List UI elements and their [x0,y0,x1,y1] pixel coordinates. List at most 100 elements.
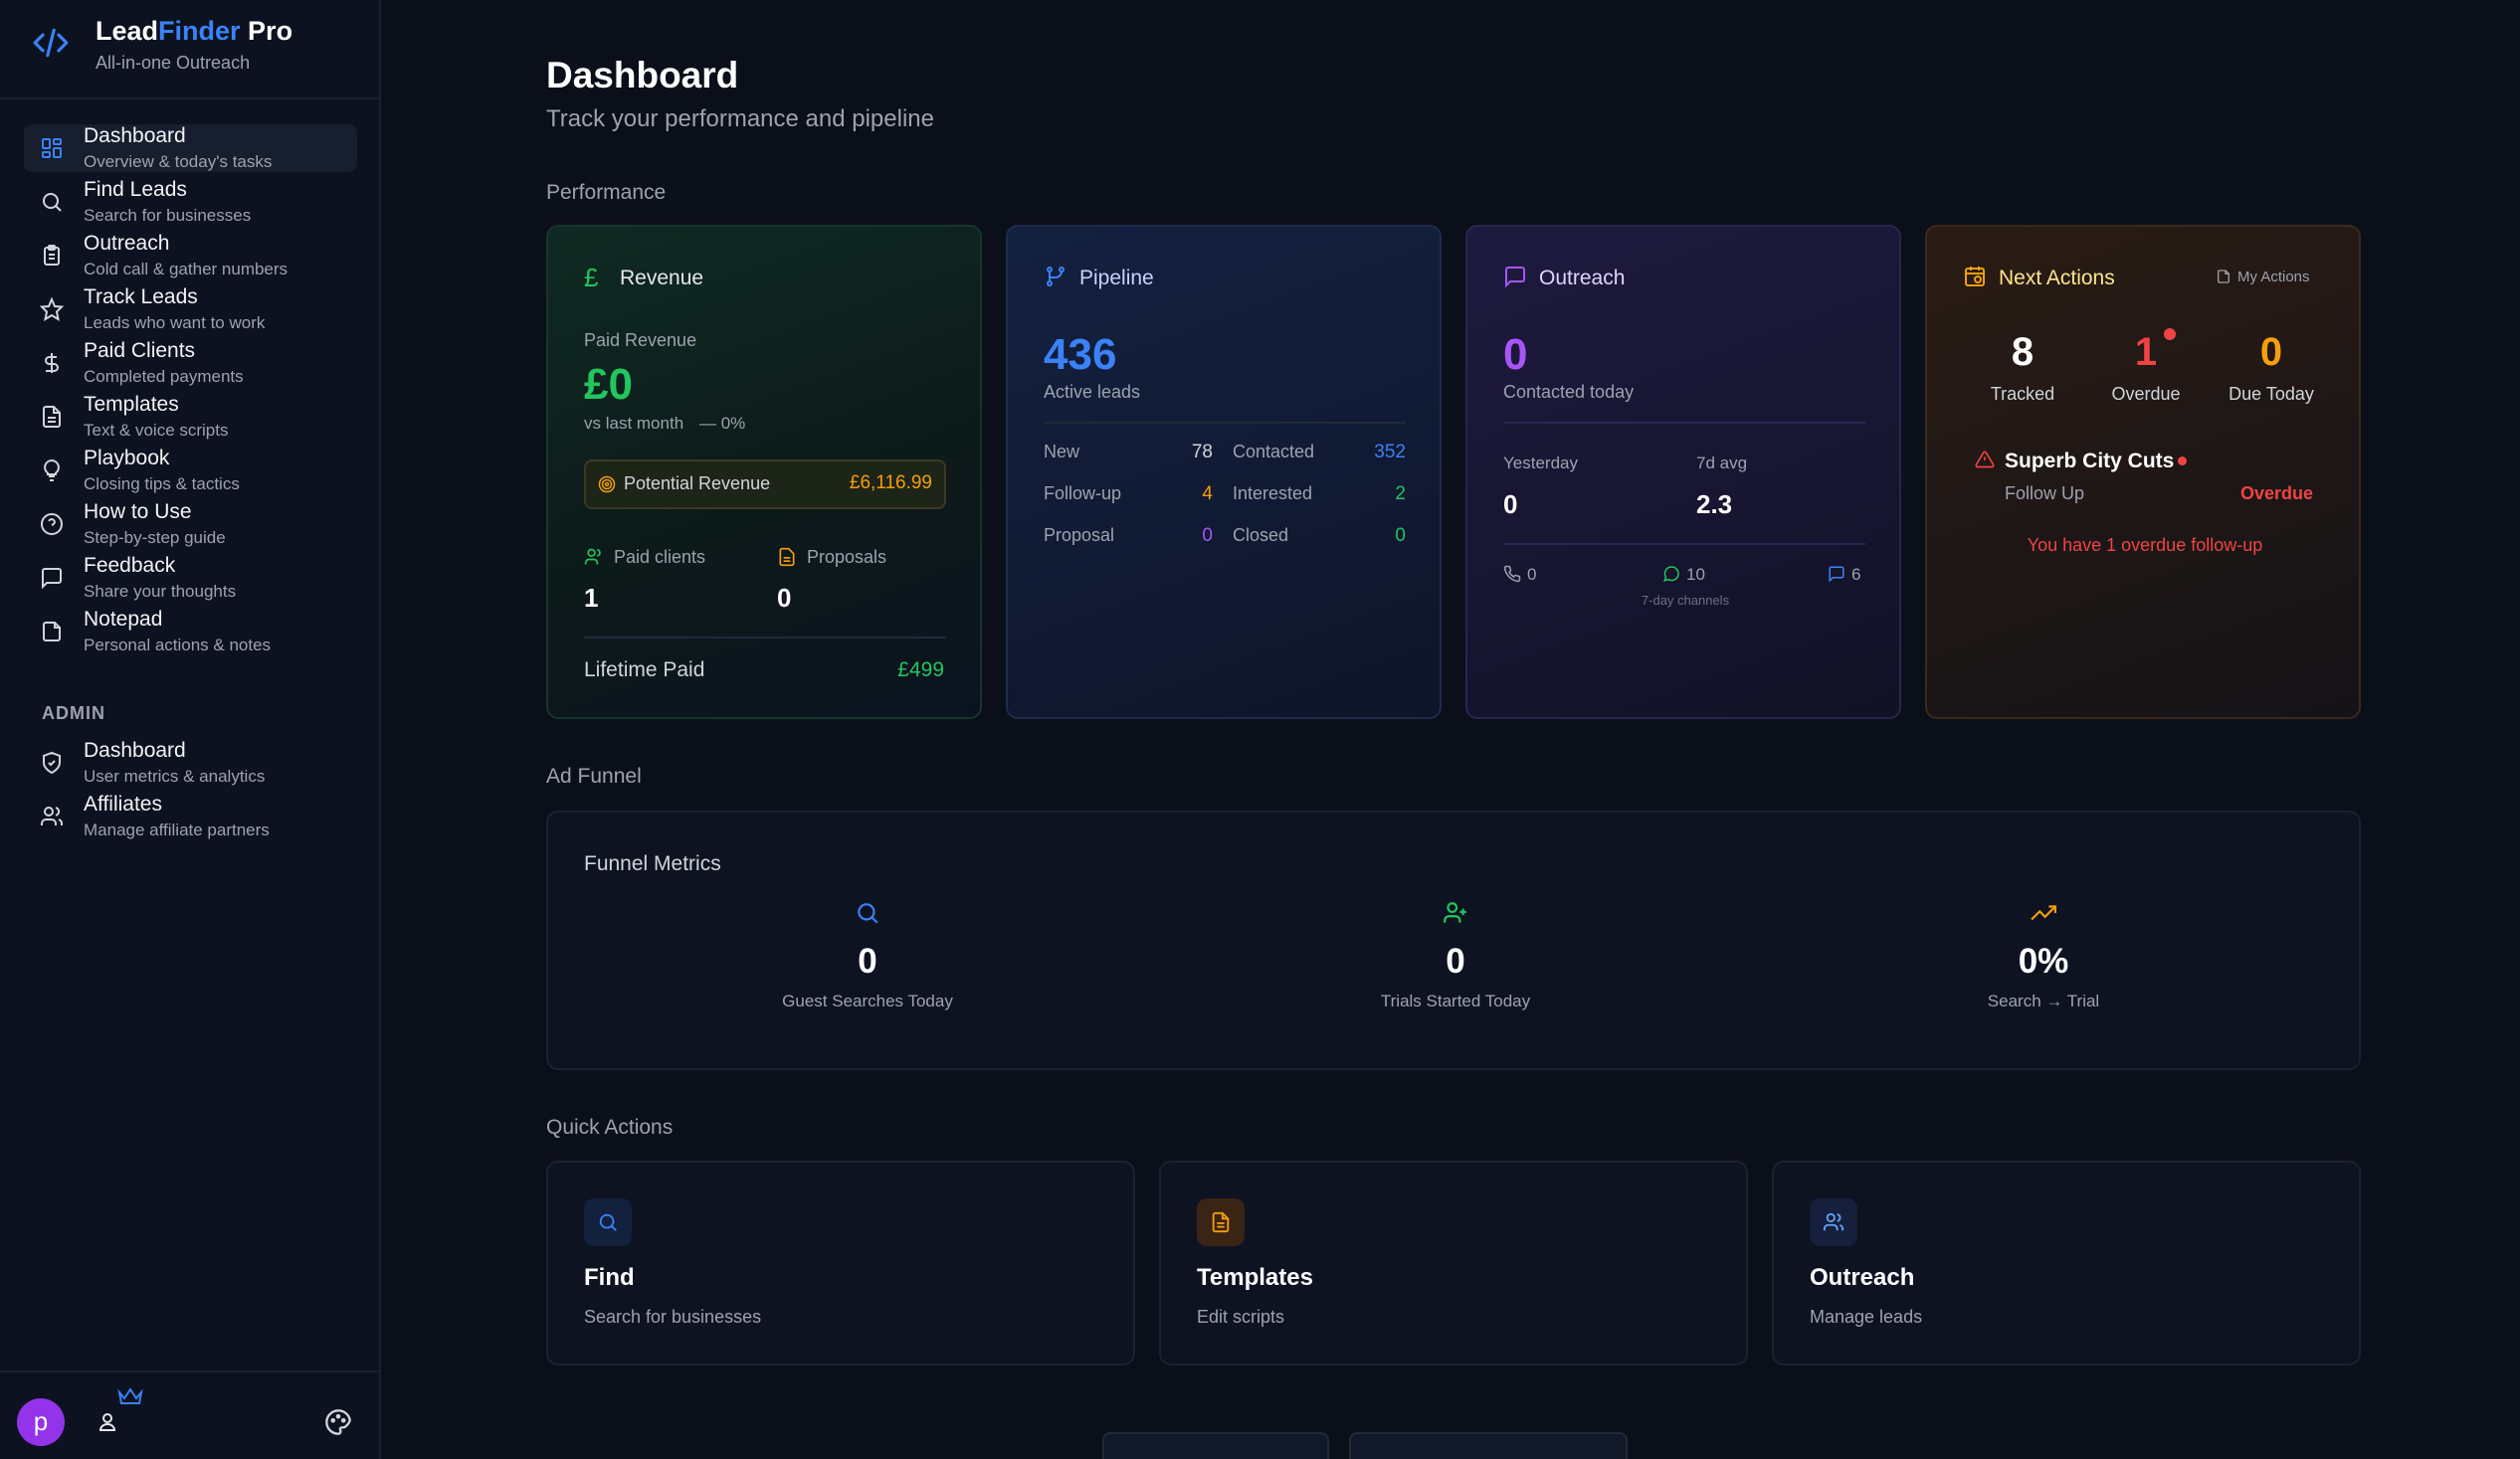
clipboard-icon [44,245,60,266]
sidebar-item-label: Playbook [84,447,170,469]
sidebar-item-admin-dashboard[interactable]: Dashboard User metrics & analytics [24,739,357,787]
proposals-label: Proposals [807,547,887,567]
proposals-value: 0 [777,583,792,613]
trending-up-icon [2031,905,2056,921]
quick-action-find[interactable]: Find Search for businesses [546,1161,1135,1366]
user-icon[interactable] [88,1398,127,1446]
contacted-today-label: Contacted today [1503,382,1635,402]
sidebar-item-label: Outreach [84,232,170,255]
overdue-warning: You have 1 overdue follow-up [2027,535,2263,555]
seven-day-avg-label: 7d avg [1696,454,1748,472]
brand[interactable]: LeadFinder Pro All-in-one Outreach [0,0,379,99]
qa-subtitle: Edit scripts [1197,1307,1285,1327]
funnel-title: Funnel Metrics [584,852,721,875]
sidebar-item-label: How to Use [84,500,192,523]
sidebar-item-sub: Text & voice scripts [84,421,229,440]
stage-value: 0 [1202,525,1213,546]
partial-bottom-button[interactable] [1102,1432,1329,1459]
lead-status: Follow Up [2005,483,2085,503]
partial-bottom-button[interactable] [1648,1432,1807,1459]
overdue-value: 1 [2134,330,2158,374]
due-today-label: Due Today [2229,384,2314,404]
pipeline-title: Pipeline [1079,267,1154,289]
lead-name[interactable]: Superb City Cuts [2005,450,2175,472]
lifetime-paid-label: Lifetime Paid [584,658,705,681]
sidebar-item-sub: Share your thoughts [84,582,237,601]
metric-value: 0% [2018,942,2069,981]
sidebar-item-sub: Personal actions & notes [84,636,272,654]
palette-icon[interactable] [324,1408,352,1436]
sidebar-item-sub: Step-by-step guide [84,528,226,547]
qa-icon-box [1810,1198,1857,1246]
my-actions-link[interactable]: My Actions [2237,269,2310,285]
document-icon [43,406,61,428]
sidebar-item-label: Templates [84,393,179,416]
pound-icon: £ [584,263,599,292]
partial-bottom-button[interactable] [1349,1432,1628,1459]
potential-revenue-box: Potential Revenue £6,116.99 [584,459,946,509]
sidebar-item-outreach[interactable]: Outreach Cold call & gather numbers [24,232,357,279]
users-icon [41,807,64,825]
users-icon [1823,1212,1844,1231]
revenue-card[interactable]: £ Revenue Paid Revenue £0 vs last month … [546,225,982,719]
overdue-label: Overdue [2111,384,2181,404]
sidebar-item-label: Find Leads [84,178,187,201]
calls-count: 0 [1527,565,1537,584]
qa-title: Templates [1197,1264,1313,1291]
lightbulb-icon [44,458,60,481]
sidebar-item-label: Feedback [84,554,176,577]
sidebar-item-sub: Completed payments [84,367,244,386]
avatar[interactable]: p [17,1398,65,1446]
divider [1503,543,1865,545]
potential-revenue-label: Potential Revenue [624,473,771,493]
admin-heading: ADMIN [42,703,105,723]
page-subtitle: Track your performance and pipeline [546,105,934,132]
stage-value: 4 [1202,483,1213,504]
stage-label: Follow-up [1044,483,1122,503]
sidebar-item-notepad[interactable]: Notepad Personal actions & notes [24,608,357,655]
sidebar-item-how-to-use[interactable]: How to Use Step-by-step guide [24,500,357,548]
code-icon [33,28,69,58]
sidebar-item-sub: Closing tips & tactics [84,474,240,493]
yesterday-label: Yesterday [1503,454,1578,472]
sidebar-item-label: Track Leads [84,285,198,308]
quick-action-outreach[interactable]: Outreach Manage leads [1772,1161,2361,1366]
sidebar-item-paid-clients[interactable]: Paid Clients Completed payments [24,339,357,387]
sidebar-item-sub: Leads who want to work [84,313,266,332]
search-icon [858,903,878,924]
outreach-card[interactable]: Outreach 0 Contacted today Yesterday 0 7… [1465,225,1901,719]
sidebar-item-feedback[interactable]: Feedback Share your thoughts [24,554,357,602]
dollar-icon [45,353,59,373]
next-actions-title: Next Actions [1999,267,2115,289]
sidebar: LeadFinder Pro All-in-one Outreach Dashb… [0,0,381,1459]
sidebar-item-playbook[interactable]: Playbook Closing tips & tactics [24,447,357,494]
contacted-today-value: 0 [1503,330,1528,379]
sidebar-item-find-leads[interactable]: Find Leads Search for businesses [24,178,357,226]
funnel-metric-conversion: 0% Search → Trial [1760,900,2327,1019]
stage-value: 0 [1395,525,1406,546]
sidebar-item-affiliates[interactable]: Affiliates Manage affiliate partners [24,793,357,840]
paid-clients-label: Paid clients [614,547,706,567]
stage-label: Closed [1233,525,1289,545]
paid-revenue-value: £0 [584,360,633,409]
paid-revenue-label: Paid Revenue [584,330,697,350]
paid-clients-value: 1 [584,583,599,613]
target-icon [598,475,616,493]
overdue-dot [2164,328,2176,340]
help-circle-icon [41,513,63,535]
yesterday-value: 0 [1503,489,1518,519]
pipeline-card[interactable]: Pipeline 436 Active leads New 78 Contact… [1006,225,1442,719]
next-actions-card[interactable]: Next Actions My Actions 8 Tracked 1 Over… [1925,225,2361,719]
sidebar-item-track-leads[interactable]: Track Leads Leads who want to work [24,285,357,333]
sidebar-item-label: Affiliates [84,793,162,816]
metric-label: Search → Trial [1987,992,2100,1010]
channels-label: 7-day channels [1641,593,1730,608]
whatsapp-count: 10 [1686,565,1705,584]
vs-last-month-value: — 0% [699,414,746,433]
branch-icon [1047,267,1065,286]
sidebar-item-dashboard[interactable]: Dashboard Overview & today's tasks [24,124,357,172]
sidebar-item-label: Dashboard [84,124,186,147]
sidebar-item-templates[interactable]: Templates Text & voice scripts [24,393,357,441]
tracked-value: 8 [2011,330,2035,374]
quick-action-templates[interactable]: Templates Edit scripts [1159,1161,1748,1366]
